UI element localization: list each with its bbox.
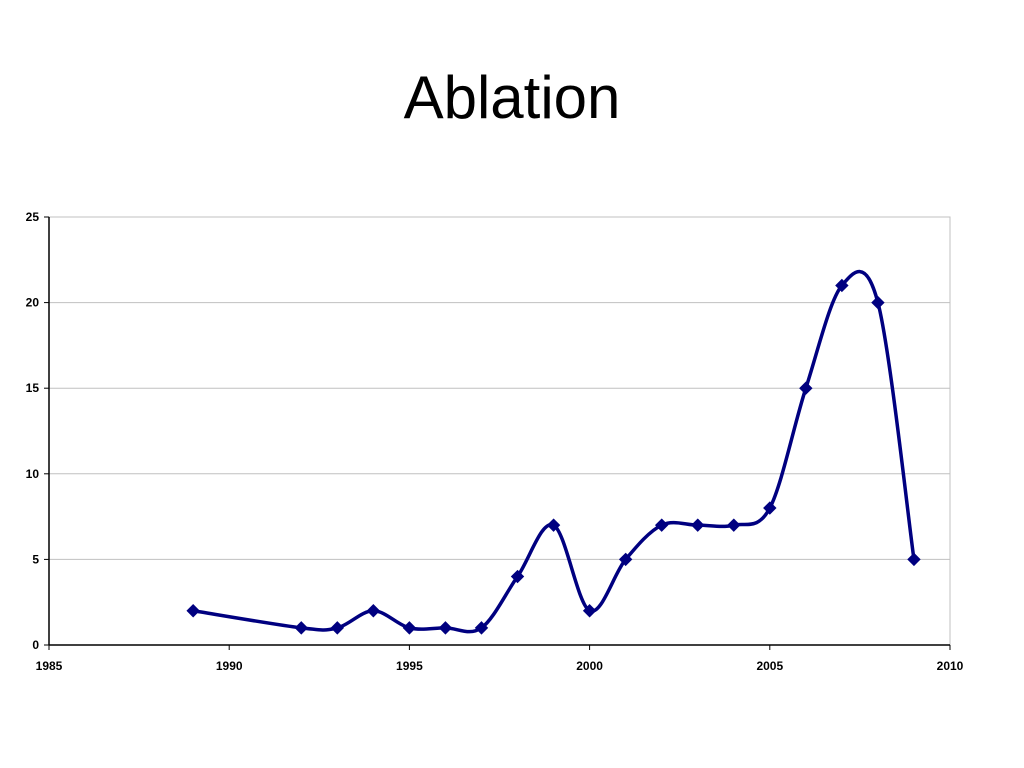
y-axis-ticks: 0 5 10 15 20 25 — [26, 210, 49, 652]
slide-title: Ablation — [403, 64, 621, 131]
data-point-2007 — [835, 278, 849, 293]
y-tick-label-10: 10 — [26, 467, 40, 481]
data-point-2006 — [799, 381, 813, 395]
y-tick-label-20: 20 — [26, 296, 40, 310]
data-point-1993 — [330, 621, 345, 635]
data-point-2002 — [654, 518, 669, 532]
grid-lines — [48, 216, 951, 646]
data-point-1992 — [294, 621, 308, 635]
x-tick-label-2005: 2005 — [756, 659, 783, 673]
data-point-1995 — [402, 621, 417, 635]
series-layer — [186, 269, 921, 635]
series-line-0 — [192, 269, 916, 634]
x-tick-label-1995: 1995 — [396, 659, 423, 673]
data-point-2001 — [618, 552, 633, 567]
data-point-1996 — [438, 621, 453, 635]
data-point-1999 — [546, 518, 561, 532]
data-point-2000 — [582, 604, 597, 618]
x-axis-ticks: 1985 1990 1995 2000 2005 2010 — [36, 645, 964, 673]
axes — [48, 217, 950, 646]
data-point-1998 — [510, 569, 525, 584]
x-tick-label-1990: 1990 — [216, 659, 243, 673]
x-tick-label-2010: 2010 — [937, 659, 964, 673]
data-point-1989 — [186, 604, 200, 618]
y-tick-label-15: 15 — [26, 381, 40, 395]
data-point-2004 — [727, 518, 741, 532]
data-point-1997 — [474, 621, 489, 635]
data-point-2008 — [871, 295, 885, 310]
data-point-2009 — [907, 552, 921, 567]
data-point-2003 — [691, 518, 705, 532]
x-tick-label-2000: 2000 — [576, 659, 603, 673]
x-tick-label-1985: 1985 — [36, 659, 63, 673]
data-point-1994 — [366, 604, 381, 618]
y-tick-label-25: 25 — [26, 210, 40, 224]
y-tick-label-5: 5 — [32, 552, 39, 566]
y-tick-label-0: 0 — [32, 638, 39, 652]
data-point-2005 — [763, 501, 777, 515]
plot-area-border — [48, 216, 951, 646]
